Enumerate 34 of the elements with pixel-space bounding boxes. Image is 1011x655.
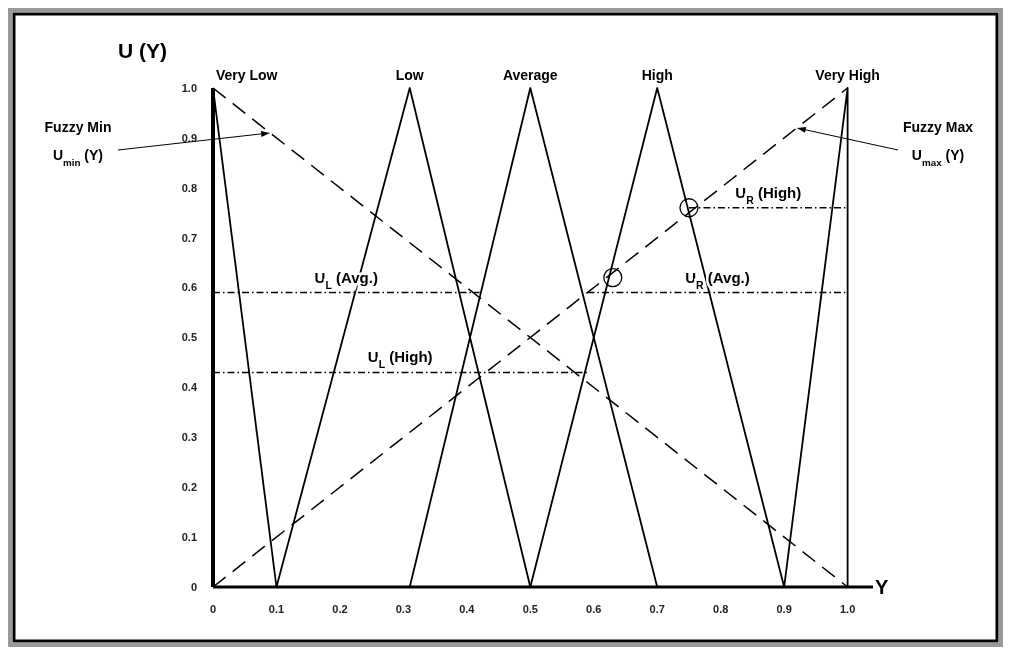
y-tick-label: 0.9 xyxy=(181,131,197,144)
x-tick-label: 0.5 xyxy=(522,603,538,615)
x-tick-label: 0.3 xyxy=(395,603,412,615)
x-tick-label: 0.4 xyxy=(459,603,476,615)
y-axis-title: U (Y) xyxy=(118,39,167,62)
series-label: High xyxy=(641,67,673,83)
y-tick-label: 0 xyxy=(190,580,197,593)
series-label: Average xyxy=(502,67,558,83)
x-tick-label: 0.7 xyxy=(649,603,665,615)
series-label: Very Low xyxy=(216,67,278,83)
y-tick-label: 0.5 xyxy=(181,331,197,344)
text: Fuzzy Max U$_{max}$ (Y) xyxy=(902,119,974,168)
x-tick-label: 0.6 xyxy=(586,603,602,615)
y-tick-label: 0.6 xyxy=(181,281,197,294)
y-tick-label: 0.7 xyxy=(181,231,197,244)
series-label: U$_{R}$ (High) xyxy=(735,183,802,206)
y-tick-label: 0.1 xyxy=(181,530,197,543)
y-tick-label: 1.0 xyxy=(181,81,197,94)
x-tick-label: 0 xyxy=(209,603,217,615)
x-axis-title: Y xyxy=(875,576,889,598)
y-tick-label: 0.3 xyxy=(181,431,197,444)
y-tick-label: 0.2 xyxy=(181,481,197,494)
y-tick-label: 0.8 xyxy=(181,181,197,194)
series-label: Very High xyxy=(815,67,880,83)
text: Fuzzy Min U$_{min}$ (Y) xyxy=(44,119,112,168)
x-tick-label: 1.0 xyxy=(839,603,856,615)
series-label: U$_{L}$ (High) xyxy=(367,348,433,371)
x-tick-label: 0.2 xyxy=(332,603,348,615)
x-tick-label: 0.1 xyxy=(268,603,285,615)
x-tick-label: 0.8 xyxy=(713,603,729,615)
y-tick-label: 0.4 xyxy=(181,381,198,394)
x-tick-label: 0.9 xyxy=(776,603,792,615)
series-label: U$_{R}$ (Avg.) xyxy=(685,268,750,291)
series-label: Low xyxy=(395,67,424,83)
